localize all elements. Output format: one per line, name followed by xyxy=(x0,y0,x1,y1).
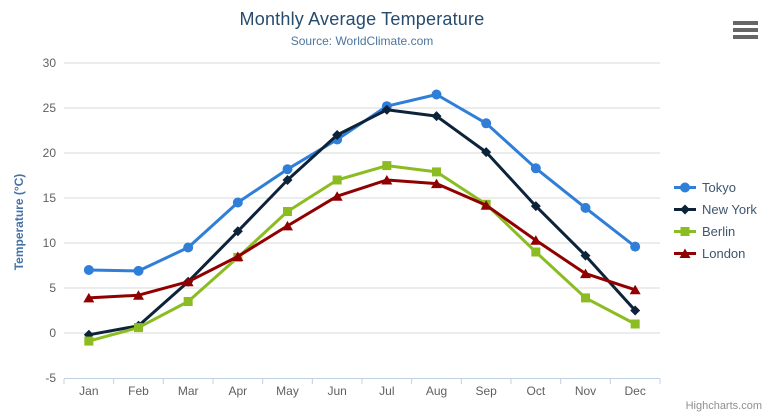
x-axis-label: Apr xyxy=(228,384,247,398)
data-point-berlin-feb[interactable] xyxy=(134,323,143,333)
data-point-new-york-aug[interactable] xyxy=(431,111,442,122)
data-point-london-jan[interactable] xyxy=(83,292,95,303)
legend-item-tokyo[interactable]: Tokyo xyxy=(674,176,757,198)
data-point-berlin-may[interactable] xyxy=(283,207,292,216)
legend: Tokyo New York Berlin London xyxy=(674,176,757,264)
hamburger-icon xyxy=(733,21,758,25)
data-point-tokyo-may[interactable] xyxy=(282,164,293,175)
x-axis-label: Sep xyxy=(475,384,497,398)
y-axis-label: 30 xyxy=(43,56,57,70)
legend-label-tokyo: Tokyo xyxy=(702,179,736,195)
x-axis-label: Feb xyxy=(128,384,149,398)
x-axis-label: Jan xyxy=(79,384,98,398)
data-point-london-may[interactable] xyxy=(282,220,293,231)
data-point-tokyo-oct[interactable] xyxy=(530,163,541,174)
y-axis-label: 5 xyxy=(49,281,56,295)
x-axis-label: Mar xyxy=(178,384,199,398)
data-point-tokyo-apr[interactable] xyxy=(232,197,243,208)
data-point-london-jul[interactable] xyxy=(381,175,393,185)
hamburger-icon xyxy=(733,35,758,39)
credits-link[interactable]: Highcharts.com xyxy=(685,400,762,412)
data-point-new-york-dec[interactable] xyxy=(630,305,641,316)
data-point-london-aug[interactable] xyxy=(431,178,442,189)
data-point-new-york-oct[interactable] xyxy=(530,201,541,212)
legend-symbol-london xyxy=(679,248,691,258)
data-point-berlin-oct[interactable] xyxy=(531,247,541,257)
data-point-new-york-apr[interactable] xyxy=(232,226,243,237)
data-point-tokyo-sep[interactable] xyxy=(481,118,492,129)
data-point-london-nov[interactable] xyxy=(580,268,591,279)
legend-item-london[interactable]: London xyxy=(674,242,757,264)
y-axis-label: 15 xyxy=(43,191,57,205)
y-axis-label: 25 xyxy=(43,101,57,115)
legend-marker-circle-icon xyxy=(674,182,696,192)
data-point-london-dec[interactable] xyxy=(629,284,641,295)
data-point-london-oct[interactable] xyxy=(530,235,542,245)
x-axis-label: Aug xyxy=(426,384,447,398)
data-point-london-sep[interactable] xyxy=(480,200,492,210)
data-point-berlin-dec[interactable] xyxy=(630,319,640,329)
data-point-tokyo-nov[interactable] xyxy=(580,202,591,213)
data-point-tokyo-mar[interactable] xyxy=(183,242,194,253)
legend-item-new-york[interactable]: New York xyxy=(674,198,757,220)
data-point-london-apr[interactable] xyxy=(232,251,244,262)
chart-subtitle: Source: WorldClimate.com xyxy=(290,34,434,48)
legend-marker-square-icon xyxy=(674,226,696,236)
series-line-new-york[interactable] xyxy=(87,108,637,337)
x-axis-label: Jul xyxy=(379,384,394,398)
legend-label-london: London xyxy=(702,245,746,261)
data-point-tokyo-aug[interactable] xyxy=(431,89,442,100)
data-point-london-feb[interactable] xyxy=(133,290,144,300)
data-point-new-york-nov[interactable] xyxy=(580,250,591,261)
legend-symbol-new-york xyxy=(680,204,690,214)
y-axis-label: 0 xyxy=(49,326,56,340)
data-point-new-york-may[interactable] xyxy=(282,175,293,185)
legend-label-new-york: New York xyxy=(702,201,757,217)
data-point-berlin-jun[interactable] xyxy=(332,175,342,185)
x-axis-label: May xyxy=(276,384,299,398)
data-point-london-mar[interactable] xyxy=(182,276,194,287)
data-point-berlin-nov[interactable] xyxy=(581,293,590,303)
series-line-berlin[interactable] xyxy=(87,164,637,343)
data-point-tokyo-dec[interactable] xyxy=(630,241,641,252)
y-axis-title: Temperature (°C) xyxy=(12,173,26,271)
data-point-new-york-jul[interactable] xyxy=(381,104,392,115)
x-axis-label: Oct xyxy=(526,384,545,398)
data-point-new-york-jun[interactable] xyxy=(332,130,343,140)
data-point-london-jun[interactable] xyxy=(331,191,343,201)
legend-marker-diamond-icon xyxy=(674,204,696,214)
data-point-tokyo-feb[interactable] xyxy=(133,265,144,276)
data-point-berlin-jul[interactable] xyxy=(382,161,392,171)
hamburger-icon xyxy=(733,28,758,32)
export-menu-button[interactable] xyxy=(733,20,758,39)
chart-title: Monthly Average Temperature xyxy=(239,9,485,29)
legend-item-berlin[interactable]: Berlin xyxy=(674,220,757,242)
x-axis-label: Nov xyxy=(575,384,596,398)
data-point-berlin-aug[interactable] xyxy=(432,167,441,177)
y-axis-label: 10 xyxy=(43,236,57,250)
legend-symbol-berlin xyxy=(680,226,690,236)
x-axis-label: Jun xyxy=(327,384,346,398)
data-point-berlin-jan[interactable] xyxy=(84,336,94,346)
legend-label-berlin: Berlin xyxy=(702,223,736,239)
data-point-tokyo-jan[interactable] xyxy=(83,265,94,275)
legend-symbol-tokyo xyxy=(680,182,690,192)
x-axis-label: Dec xyxy=(624,384,645,398)
data-point-new-york-sep[interactable] xyxy=(481,147,492,158)
y-axis-label: -5 xyxy=(45,371,56,385)
y-axis-label: 20 xyxy=(43,146,57,160)
series-line-london[interactable] xyxy=(87,178,637,300)
legend-marker-triangle-icon xyxy=(674,248,696,258)
data-point-berlin-mar[interactable] xyxy=(183,297,193,306)
